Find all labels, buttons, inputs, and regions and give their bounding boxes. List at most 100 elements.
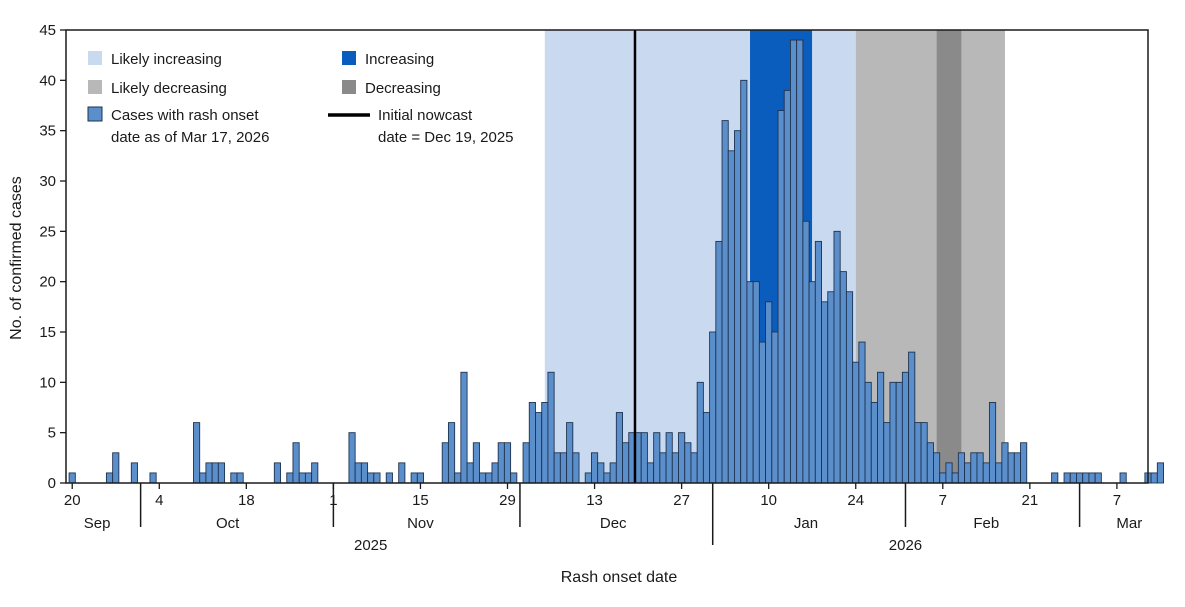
case-bar — [951, 472, 959, 484]
month-label: Sep — [84, 515, 111, 532]
case-bar — [646, 462, 655, 484]
case-bar — [149, 472, 157, 484]
case-bar — [821, 301, 829, 484]
case-bar — [827, 291, 835, 484]
case-bar — [298, 472, 306, 484]
case-bar — [547, 371, 555, 484]
y-tick-label: 25 — [39, 223, 56, 240]
legend-swatch-likely-increasing — [88, 51, 102, 65]
case-bar — [1007, 452, 1015, 484]
legend-swatch-likely-decreasing — [88, 80, 102, 94]
case-bar — [653, 432, 661, 484]
case-bar — [783, 89, 791, 484]
case-bar — [205, 462, 213, 484]
legend-label-increasing: Increasing — [365, 51, 434, 68]
case-bar — [883, 422, 891, 484]
legend-label-nowcast-line1: Initial nowcast — [378, 107, 473, 124]
case-bar — [864, 381, 872, 484]
legend-label-cases-line2: date as of Mar 17, 2026 — [111, 129, 269, 146]
y-tick-label: 15 — [39, 324, 56, 341]
case-bar — [273, 462, 281, 484]
case-bar — [454, 472, 462, 484]
y-tick-label: 30 — [39, 173, 56, 190]
case-bar — [740, 79, 748, 484]
case-bar — [1088, 472, 1096, 484]
case-bar — [914, 422, 922, 484]
y-axis-title: No. of confirmed cases — [8, 176, 25, 340]
month-label: Dec — [600, 515, 627, 532]
x-tick-label: 10 — [760, 492, 777, 509]
case-bar — [503, 442, 512, 484]
case-bar — [398, 462, 406, 484]
legend-swatch-increasing — [342, 51, 356, 65]
x-axis-title: Rash onset date — [561, 569, 678, 586]
month-label: Jan — [794, 515, 818, 532]
case-bar — [553, 452, 561, 484]
case-bar — [472, 442, 480, 484]
case-bar — [491, 462, 499, 484]
plot-frame — [65, 29, 1149, 484]
legend-label-nowcast-line2: date = Dec 19, 2025 — [378, 129, 514, 146]
case-bar — [870, 402, 878, 484]
case-bar — [678, 432, 686, 484]
case-bar — [845, 291, 854, 484]
month-label: Nov — [407, 515, 434, 532]
year-label: 2025 — [354, 537, 387, 554]
case-bar — [640, 432, 648, 484]
legend: Likely increasing Likely decreasing Case… — [87, 51, 514, 146]
case-bar — [1119, 472, 1127, 484]
case-bar — [199, 472, 207, 484]
y-tick-label: 20 — [39, 274, 56, 291]
case-bar — [1082, 472, 1090, 484]
case-bar — [1094, 472, 1102, 484]
case-bar — [68, 472, 76, 484]
case-bar — [920, 422, 928, 484]
case-bar — [311, 462, 319, 484]
case-bar — [696, 381, 704, 484]
x-tick-label: 20 — [64, 492, 81, 509]
case-bar — [802, 220, 810, 484]
case-bar — [304, 472, 313, 484]
case-bar — [572, 452, 580, 484]
legend-label-decreasing: Decreasing — [365, 80, 441, 97]
case-bar — [286, 472, 294, 484]
case-bar — [970, 452, 978, 484]
case-bar — [535, 412, 543, 484]
year-label: 2026 — [889, 537, 922, 554]
case-bar — [839, 271, 847, 484]
case-bar — [715, 240, 723, 484]
trend-band-likely-decreasing — [961, 30, 1005, 483]
case-bar — [1013, 452, 1021, 484]
case-bar — [211, 462, 219, 484]
case-bar — [1063, 472, 1071, 484]
case-bar — [441, 442, 449, 484]
case-bar — [1156, 462, 1164, 484]
case-bar — [709, 331, 717, 484]
x-tick-label: 7 — [939, 492, 947, 509]
case-bar — [895, 381, 903, 484]
case-bar — [367, 472, 375, 484]
case-bar — [945, 462, 953, 484]
legend-label-likely-increasing: Likely increasing — [111, 51, 222, 68]
case-bar — [933, 452, 941, 484]
case-bar — [292, 442, 300, 484]
case-bar — [485, 472, 493, 484]
case-bar — [193, 422, 201, 484]
case-bar — [230, 472, 238, 484]
case-bar — [591, 452, 599, 484]
case-bar — [566, 422, 574, 484]
case-bar — [1001, 442, 1009, 484]
y-tick-label: 5 — [48, 425, 56, 442]
case-bar — [858, 341, 866, 484]
case-bar — [236, 472, 244, 484]
case-bar — [721, 120, 729, 484]
case-bar — [982, 462, 990, 484]
x-tick-label: 21 — [1022, 492, 1039, 509]
case-bar — [385, 472, 393, 484]
case-bar — [939, 472, 947, 484]
case-bar — [889, 381, 897, 484]
case-bar — [622, 442, 630, 484]
case-bar — [1069, 472, 1077, 484]
case-bar — [901, 371, 910, 484]
